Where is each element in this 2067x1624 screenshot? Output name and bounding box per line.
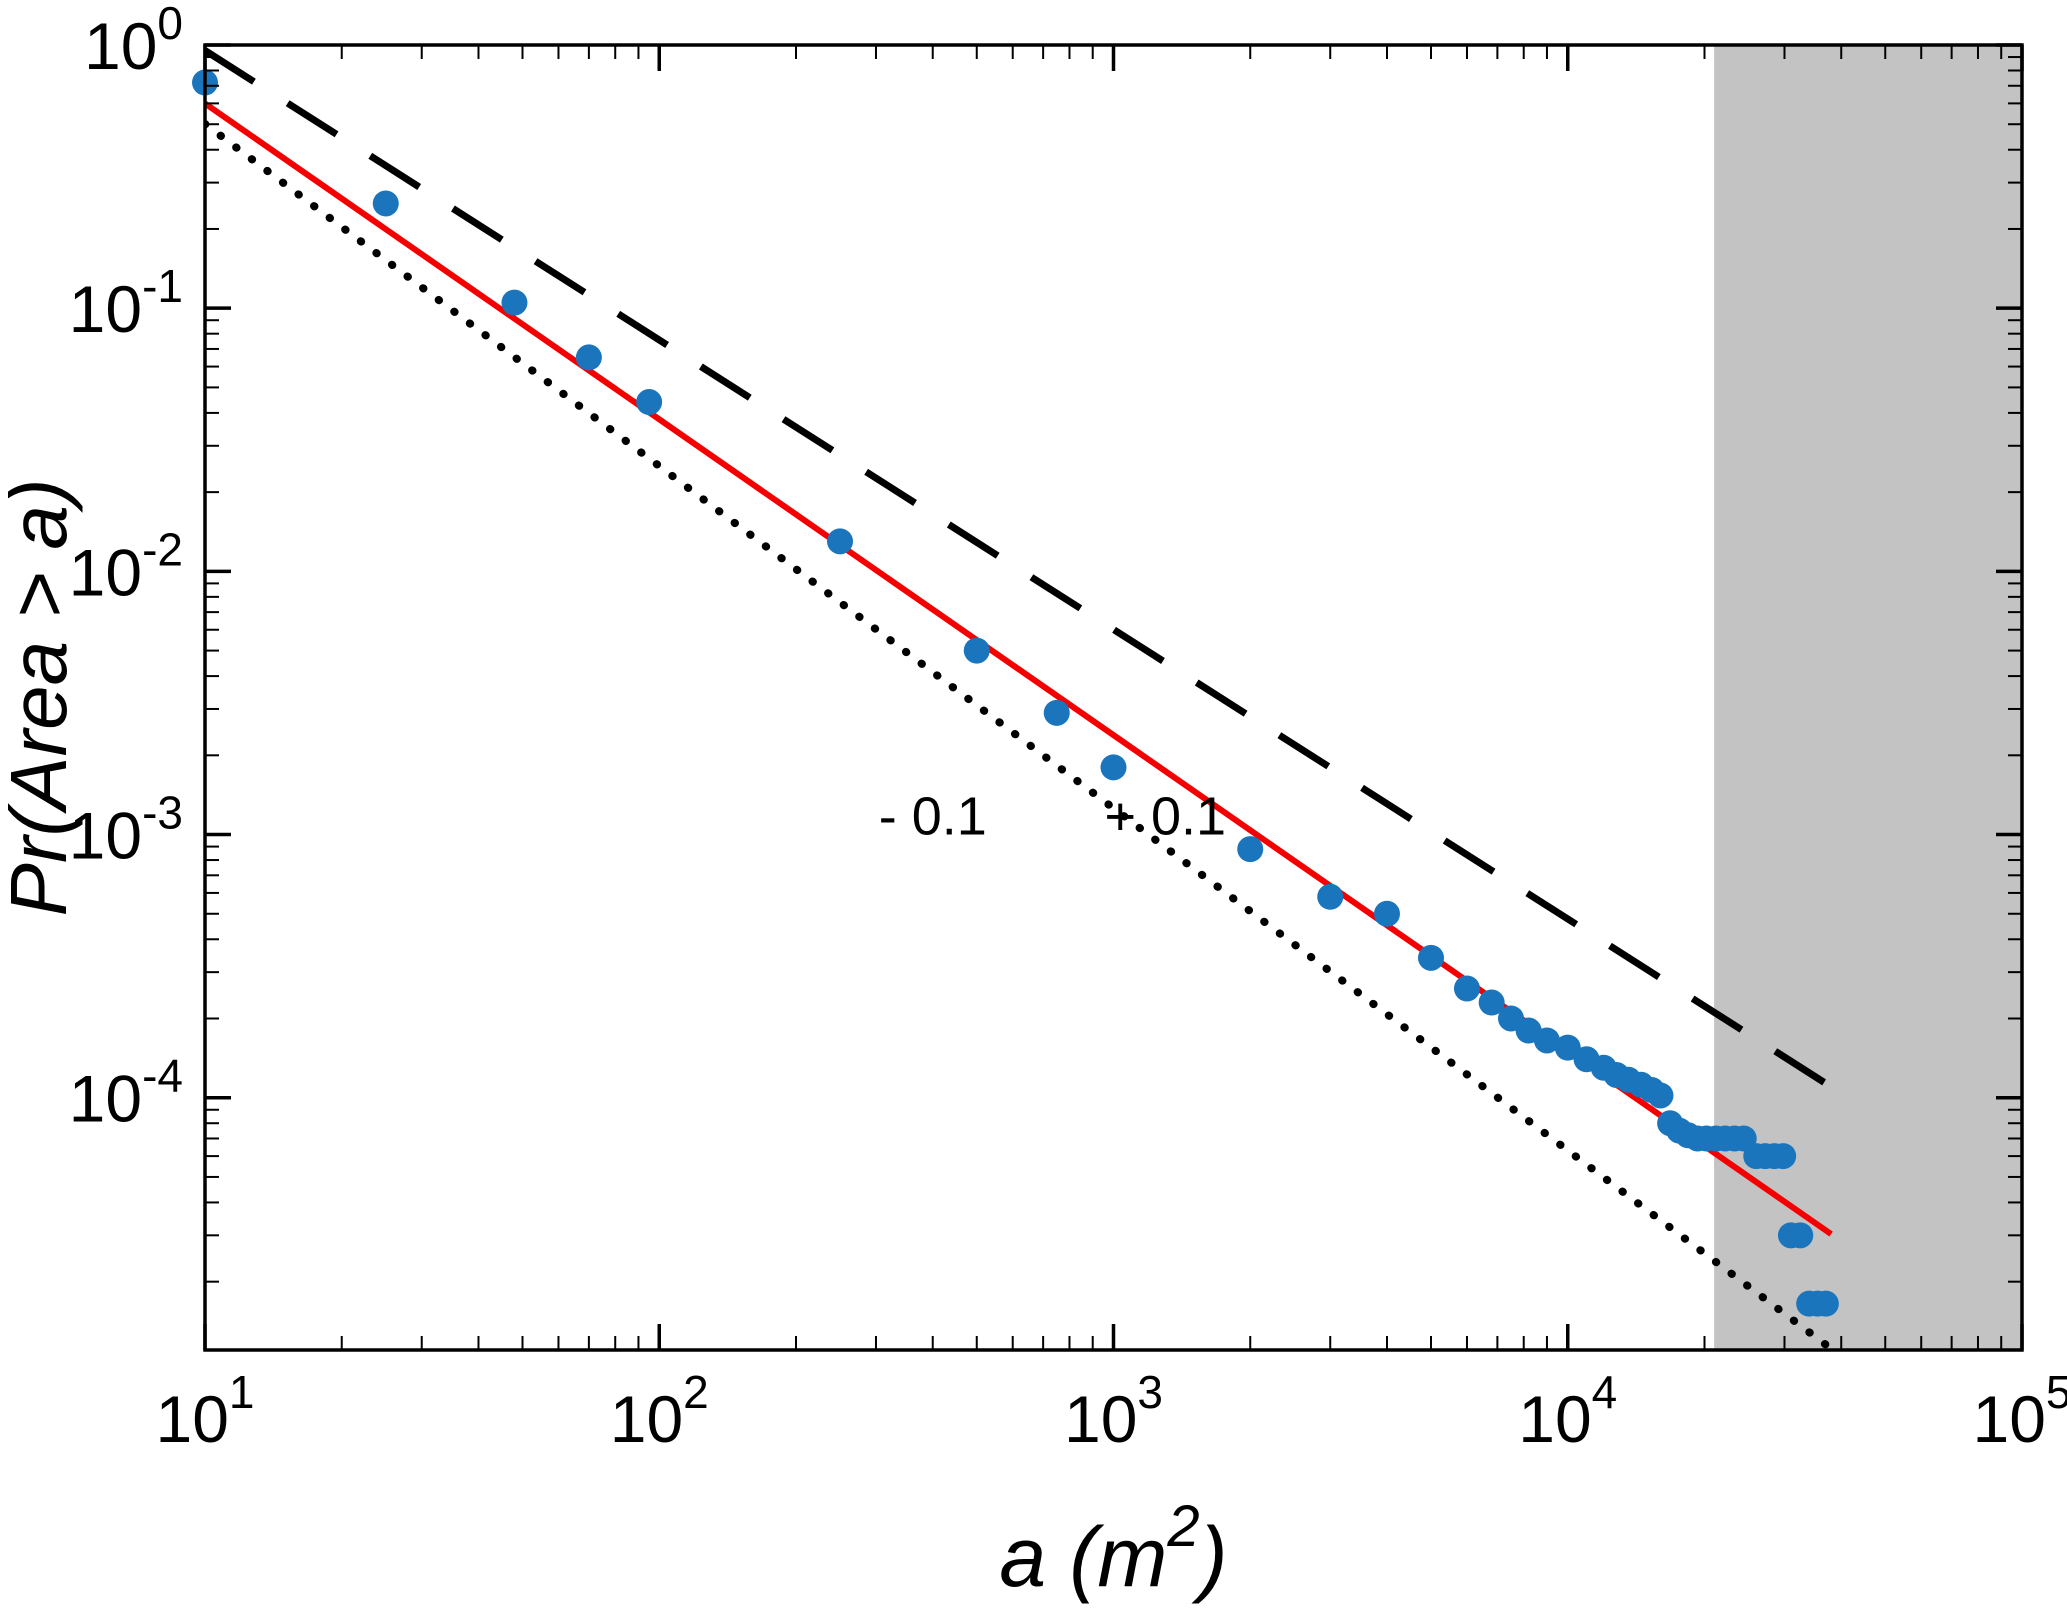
data-point <box>1770 1143 1797 1170</box>
y-tick-label: 10-4 <box>69 1050 183 1136</box>
y-tick-label: 100 <box>84 0 183 83</box>
data-point <box>1043 699 1070 726</box>
x-tick-label: 105 <box>1972 1366 2067 1456</box>
scatter-series <box>192 69 1839 1317</box>
data-point <box>1478 989 1505 1016</box>
data-point <box>1812 1290 1839 1317</box>
data-point <box>1554 1034 1581 1061</box>
data-point <box>575 344 602 371</box>
shaded-region <box>1714 45 2022 1350</box>
data-point <box>1418 944 1445 971</box>
data-point <box>501 289 528 316</box>
exponent-minus-tenth-line <box>205 119 1840 1350</box>
data-point <box>1237 836 1264 863</box>
data-point <box>1373 900 1400 927</box>
data-point <box>372 190 399 217</box>
slope-annotation-1: - 0.1 <box>879 787 987 847</box>
slope-annotation-2: + 0.1 <box>1104 787 1226 847</box>
data-point <box>963 637 990 664</box>
data-point <box>1533 1027 1560 1054</box>
x-tick-label: 102 <box>610 1366 709 1456</box>
x-tick-label: 104 <box>1518 1366 1617 1456</box>
data-point <box>1317 883 1344 910</box>
y-tick-label: 10-1 <box>69 260 183 346</box>
y-tick-label: 10-3 <box>69 787 183 873</box>
x-tick-label: 101 <box>155 1366 254 1456</box>
data-point <box>827 528 854 555</box>
data-point <box>1787 1222 1814 1249</box>
y-tick-label: 10-2 <box>69 523 183 609</box>
data-point <box>1100 754 1127 781</box>
x-axis-label: a (m2) <box>999 1494 1227 1604</box>
data-point <box>1453 975 1480 1002</box>
x-tick-label: 103 <box>1064 1366 1163 1456</box>
data-point <box>636 389 663 416</box>
y-axis-label: Pr(Area > a) <box>0 479 83 917</box>
plot-area <box>205 45 2022 1350</box>
exponent-plus-tenth-line <box>205 47 1833 1090</box>
data-point <box>1647 1082 1674 1109</box>
